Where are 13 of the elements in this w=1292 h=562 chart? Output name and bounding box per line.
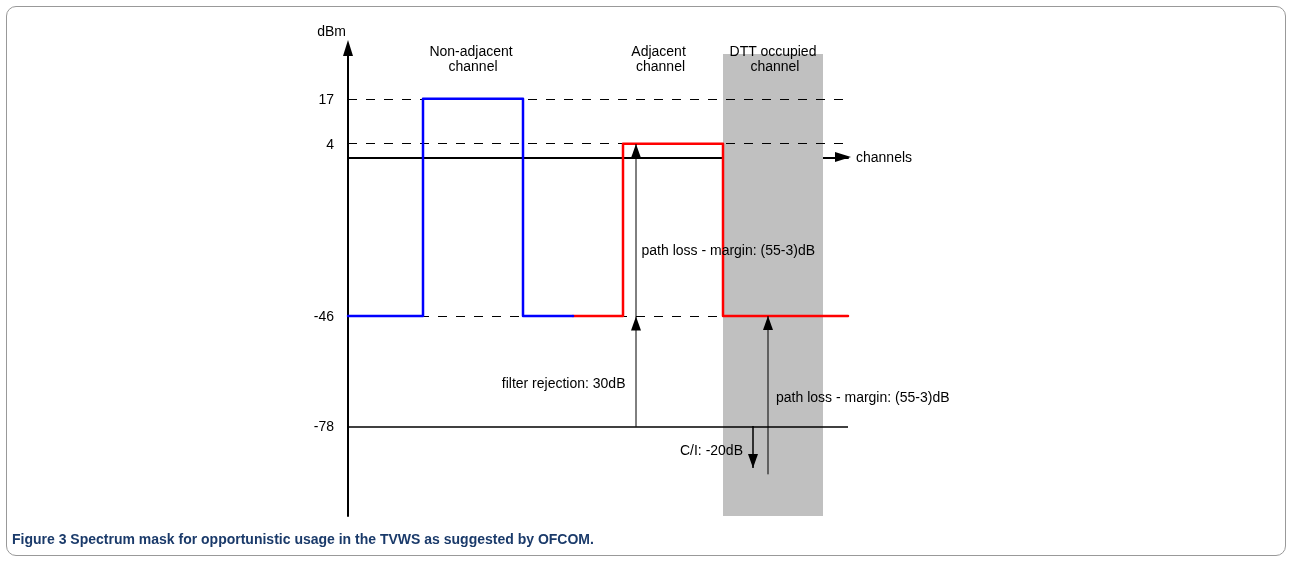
- x-axis-title: channels: [856, 149, 913, 166]
- annotation: Non-adjacent channel: [429, 42, 517, 74]
- y-axis-title: dBm: [317, 23, 346, 39]
- annotation: filter rejection: 30dB: [501, 375, 626, 391]
- y-tick-label: 4: [326, 135, 335, 152]
- annotation: DTT occupied channel: [729, 42, 817, 74]
- annotation: Adjacent channel: [631, 42, 690, 74]
- annotation: C/I: -20dB: [679, 442, 743, 458]
- caption: Figure 3 Spectrum mask for opportunistic usage in the TVWS as suggested by OFCOM.: [12, 531, 594, 547]
- y-tick-label: -46: [313, 308, 335, 325]
- y-tick-label: -78: [313, 418, 335, 435]
- annotation: path loss - margin: (55-3)dB: [776, 389, 950, 405]
- y-tick-label: 17: [318, 90, 335, 107]
